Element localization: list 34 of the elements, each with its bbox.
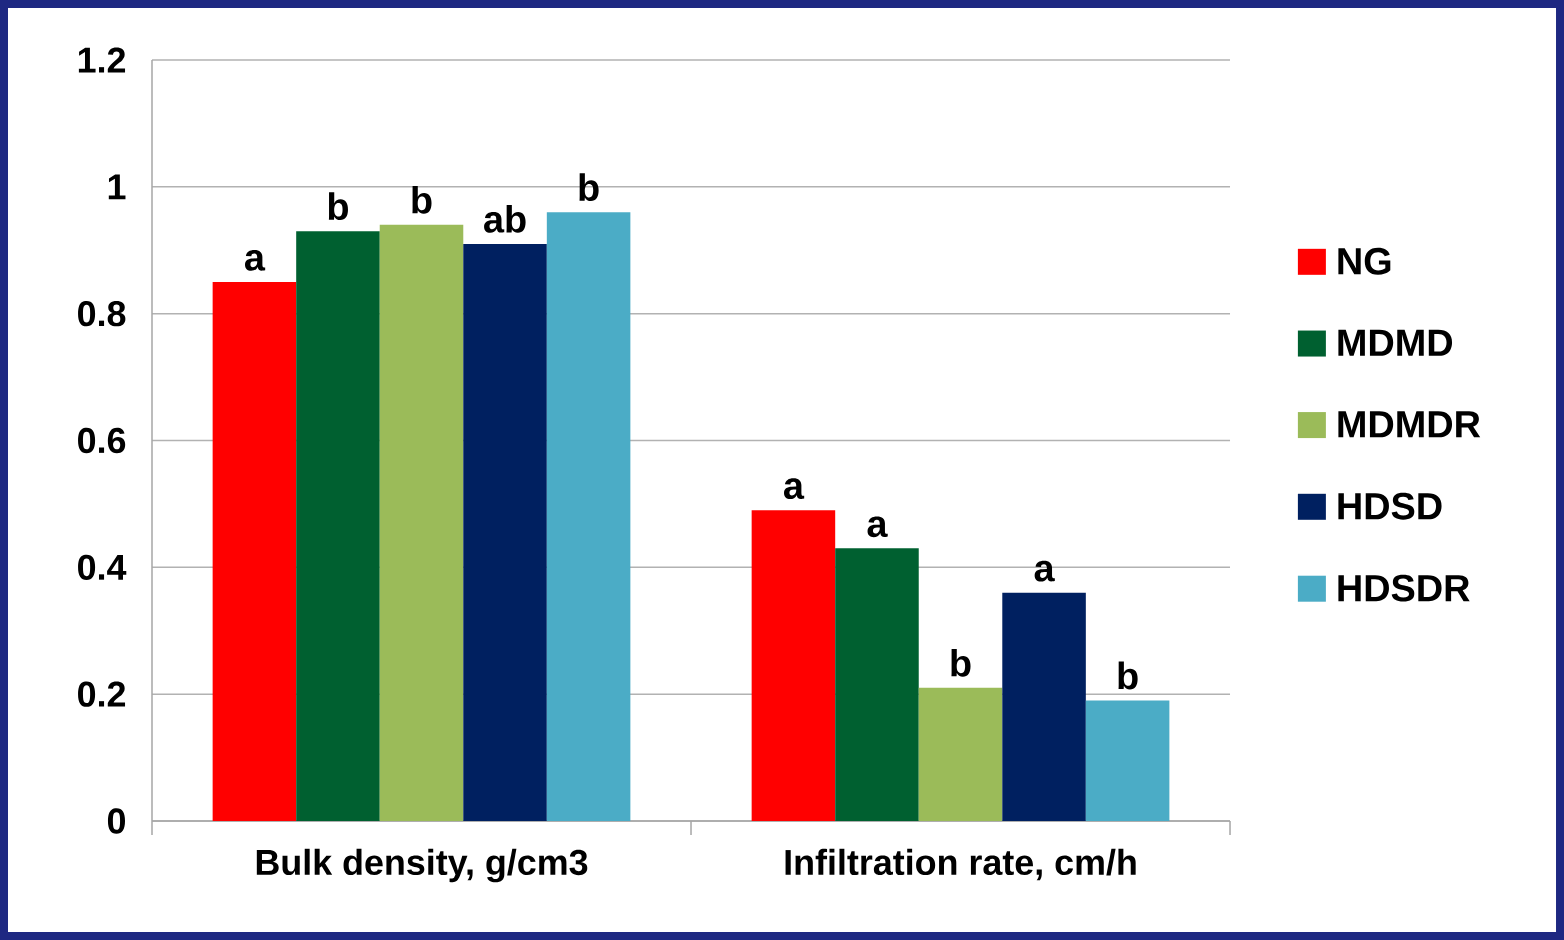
x-tick-label: Bulk density, g/cm3: [256, 848, 588, 883]
y-tick-label: 0.2: [78, 681, 126, 707]
bar: [918, 687, 1003, 821]
bar: [379, 224, 464, 821]
legend-label: HDSDR: [1338, 574, 1470, 602]
legend-label: MDMDR: [1338, 411, 1481, 438]
bar: [1002, 592, 1086, 821]
data-label: a: [867, 516, 888, 538]
bar: [212, 281, 297, 821]
data-label: b: [951, 648, 971, 677]
data-label: b: [412, 185, 432, 214]
bar: [546, 212, 631, 821]
data-label: b: [579, 173, 599, 202]
data-label: a: [1034, 560, 1055, 582]
bar: [463, 243, 547, 821]
data-label: a: [784, 478, 805, 500]
y-tick-label: 0.8: [78, 300, 126, 327]
y-tick-label: 0: [107, 808, 126, 834]
data-label: b: [328, 192, 348, 221]
data-label: a: [245, 250, 266, 271]
y-tick-label: 0.4: [78, 554, 127, 581]
y-tick-label: 1.2: [78, 47, 126, 73]
x-tick-label: Infiltration rate, cm/h: [785, 848, 1136, 881]
legend-label: NG: [1338, 247, 1391, 275]
bar: [296, 231, 380, 821]
data-label: b: [1118, 661, 1138, 690]
bar: [835, 548, 919, 821]
legend-label: HDSD: [1338, 492, 1442, 520]
data-label: ab: [484, 204, 526, 233]
y-tick-label: 1: [108, 174, 126, 200]
legend-label: MDMD: [1338, 329, 1453, 356]
bar: [1085, 700, 1170, 821]
bar: [751, 510, 836, 821]
y-tick-label: 0.6: [78, 427, 126, 454]
